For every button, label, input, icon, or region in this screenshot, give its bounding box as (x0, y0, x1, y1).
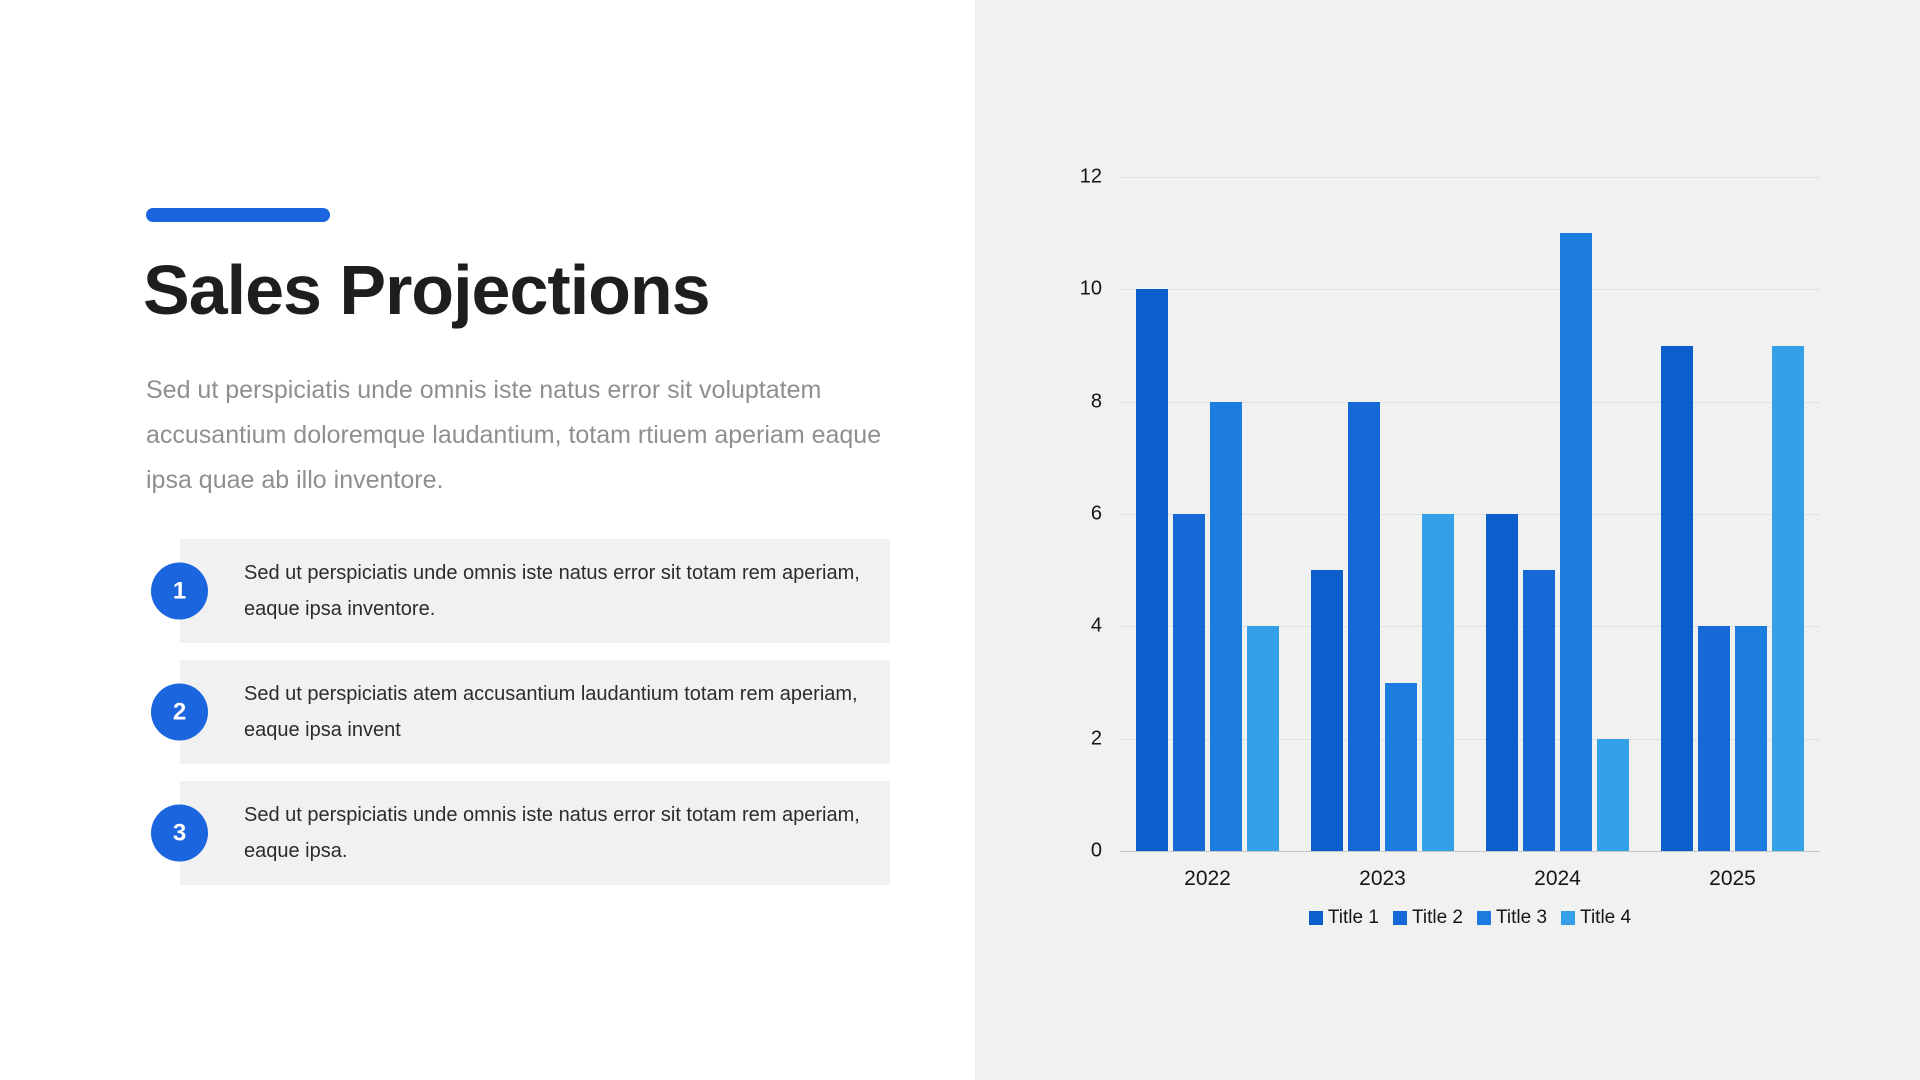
y-tick-label: 8 (1090, 390, 1102, 413)
legend-item: Title 2 (1392, 907, 1463, 929)
bar (1597, 738, 1629, 851)
x-axis-label: 2022 (1184, 867, 1231, 890)
legend-swatch (1561, 911, 1576, 925)
list-item-text: Sed ut perspiciatis atem accusantium lau… (244, 683, 858, 741)
chart-x-labels: 2022 2023 2024 2025 (1120, 867, 1820, 891)
subtitle-text: Sed ut perspiciatis unde omnis iste natu… (146, 376, 882, 494)
legend-swatch (1477, 911, 1491, 925)
bar (1385, 682, 1417, 851)
bar (1698, 626, 1730, 851)
bar (1560, 233, 1592, 851)
chart-legend: Title 1 Title 2 Title 3 Title 4 (1120, 907, 1820, 929)
bar (1772, 345, 1804, 851)
bar (1247, 626, 1279, 851)
bar (1422, 514, 1454, 851)
x-axis-label: 2025 (1709, 867, 1756, 890)
bar-group (1120, 289, 1295, 851)
list-item-text: Sed ut perspiciatis unde omnis iste natu… (244, 804, 860, 862)
list-item-text: Sed ut perspiciatis unde omnis iste natu… (244, 562, 860, 620)
legend-item: Title 3 (1477, 907, 1547, 929)
y-tick-label: 12 (1079, 165, 1102, 188)
chart-bars (1120, 177, 1820, 851)
gridline (1120, 289, 1820, 291)
bar (1486, 514, 1518, 851)
page-title: Sales Projections (143, 251, 711, 329)
legend-label: Title 4 (1580, 907, 1632, 928)
legend-label: Title 2 (1411, 907, 1463, 928)
x-axis-label: 2023 (1359, 867, 1406, 890)
bar-chart: 0 2 4 6 8 10 12 2022 2023 2024 2025 Title 1 Title … (1080, 166, 1820, 928)
gridline (1120, 738, 1820, 740)
bar (1348, 401, 1380, 851)
y-tick-label: 6 (1090, 502, 1102, 525)
legend-label: Title 1 (1327, 907, 1379, 928)
bar-group (1470, 233, 1645, 851)
y-tick-label: 4 (1090, 614, 1102, 637)
bar (1210, 401, 1242, 851)
bar (1311, 570, 1343, 851)
bar-group (1295, 401, 1470, 851)
list-item: 2 Sed ut perspiciatis atem accusantium l… (151, 660, 890, 764)
gridline (1120, 177, 1820, 178)
chart-panel: 0 2 4 6 8 10 12 2022 2023 2024 2025 Title 1 Title … (975, 0, 1920, 1080)
list-item: 3 Sed ut perspiciatis unde omnis iste na… (151, 781, 890, 885)
legend-swatch (1308, 911, 1323, 925)
gridline (1120, 514, 1820, 515)
bar (1661, 345, 1693, 851)
item-number-badge: 3 (151, 804, 208, 862)
bar (1523, 570, 1555, 851)
y-tick-label: 2 (1090, 727, 1102, 750)
accent-bar (146, 208, 330, 222)
gridline (1120, 851, 1820, 852)
x-axis-label: 2024 (1534, 867, 1581, 890)
bar (1173, 514, 1205, 851)
list-item: 1 Sed ut perspiciatis unde omnis iste na… (151, 539, 890, 643)
legend-item: Title 4 (1561, 907, 1631, 929)
item-number-badge: 1 (151, 562, 208, 620)
y-tick-label: 0 (1090, 839, 1102, 862)
gridline (1120, 401, 1820, 403)
legend-item: Title 1 (1308, 907, 1379, 929)
bar (1735, 626, 1767, 851)
y-tick-label: 10 (1079, 277, 1102, 300)
legend-swatch (1392, 911, 1407, 925)
bar-group (1645, 345, 1820, 851)
bar (1136, 289, 1168, 851)
item-number-badge: 2 (151, 683, 208, 741)
gridline (1120, 626, 1820, 628)
legend-label: Title 3 (1496, 907, 1548, 928)
